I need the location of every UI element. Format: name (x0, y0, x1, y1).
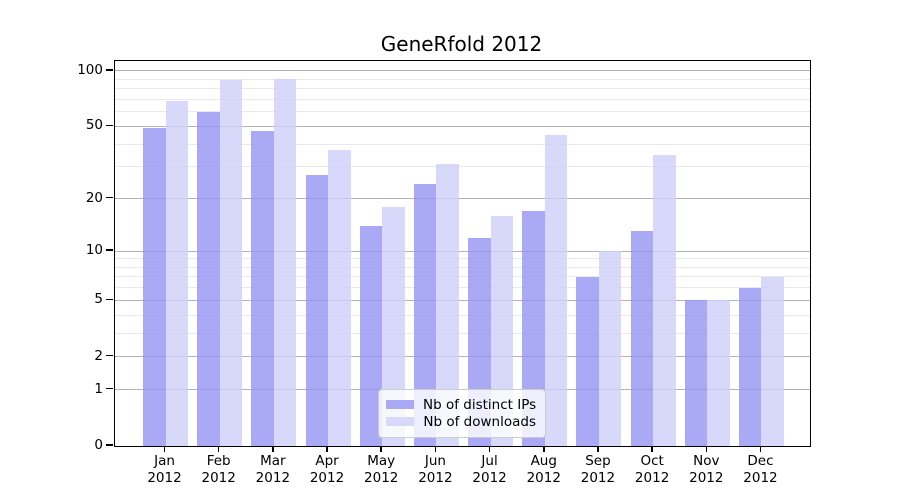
x-tick-label: May 2012 (364, 453, 399, 486)
bar-distinct-ips-mar (251, 131, 274, 446)
legend-label-downloads: Nb of downloads (423, 413, 536, 430)
minor-gridline (115, 111, 810, 113)
y-tick-mark (106, 354, 113, 357)
x-tick-label: Dec 2012 (743, 453, 778, 486)
x-tick-mark (651, 446, 653, 452)
x-tick-label: Aug 2012 (526, 453, 561, 486)
minor-gridline (115, 276, 810, 278)
major-gridline (115, 250, 810, 252)
major-gridline (115, 198, 810, 199)
minor-gridline (115, 143, 810, 145)
major-gridline (115, 125, 810, 127)
y-tick-mark (106, 124, 113, 127)
bar-downloads-jan (165, 100, 188, 446)
bar-distinct-ips-jan (143, 128, 166, 446)
x-tick-label: Oct 2012 (634, 453, 670, 486)
x-tick-mark (543, 446, 545, 452)
x-tick-mark (705, 446, 708, 452)
x-tick-mark (163, 446, 166, 452)
x-tick-mark (326, 446, 328, 452)
x-tick-label: Jan 2012 (147, 453, 182, 486)
minor-gridline (115, 266, 810, 268)
bar-downloads-oct (653, 154, 676, 446)
y-tick-label: 10 (85, 242, 103, 259)
y-tick-label: 100 (77, 61, 103, 78)
major-gridline (115, 70, 810, 72)
bar-downloads-jul (490, 215, 514, 446)
minor-gridline (115, 78, 810, 80)
legend-item-distinct-ips: Nb of distinct IPs (386, 396, 536, 413)
bar-distinct-ips-nov (684, 300, 708, 446)
bar-downloads-mar (273, 79, 297, 446)
x-tick-label: Apr 2012 (309, 453, 345, 486)
minor-gridline (115, 98, 810, 100)
x-tick-mark (434, 446, 437, 452)
legend-label-distinct-ips: Nb of distinct IPs (423, 396, 537, 413)
x-tick-label: Jul 2012 (472, 453, 507, 486)
minor-gridline (115, 332, 810, 334)
x-tick-label: Mar 2012 (255, 453, 291, 486)
bar-distinct-ips-dec (738, 287, 762, 446)
y-tick-mark (106, 249, 113, 251)
bar-downloads-feb (219, 80, 243, 446)
x-tick-label: Feb 2012 (201, 453, 236, 486)
y-tick-label: 20 (85, 189, 103, 206)
x-tick-mark (217, 446, 220, 452)
y-tick-mark (106, 196, 113, 199)
y-tick-mark (106, 387, 113, 390)
minor-gridline (115, 314, 810, 316)
plot-area (114, 60, 811, 447)
bar-distinct-ips-aug (522, 211, 545, 446)
x-tick-mark (597, 446, 599, 452)
minor-gridline (115, 258, 810, 260)
bar-distinct-ips-jun (413, 184, 437, 446)
bar-distinct-ips-oct (630, 231, 654, 446)
bar-downloads-sep (598, 251, 622, 446)
bar-downloads-aug (544, 134, 568, 446)
legend-swatch-downloads (386, 416, 414, 427)
y-tick-label: 50 (85, 117, 103, 134)
y-tick-label: 0 (94, 437, 103, 453)
x-tick-label: Sep 2012 (580, 453, 616, 486)
bar-downloads-jun (436, 164, 459, 446)
minor-gridline (115, 88, 810, 90)
x-tick-mark (272, 446, 274, 452)
x-tick-mark (488, 446, 491, 452)
bar-downloads-dec (761, 276, 784, 446)
major-gridline (115, 299, 810, 301)
major-gridline (115, 356, 810, 358)
y-tick-mark (106, 444, 113, 446)
bar-downloads-nov (707, 300, 730, 446)
y-tick-mark (106, 69, 113, 71)
x-tick-mark (759, 446, 762, 452)
bar-distinct-ips-sep (576, 276, 599, 446)
bar-distinct-ips-feb (197, 111, 220, 446)
minor-gridline (115, 166, 810, 168)
x-tick-mark (380, 446, 382, 452)
bar-downloads-may (382, 206, 405, 446)
bar-distinct-ips-may (359, 225, 383, 446)
x-tick-label: Jun 2012 (418, 453, 453, 486)
y-tick-label: 2 (94, 347, 103, 364)
y-tick-label: 5 (94, 291, 103, 308)
bar-distinct-ips-apr (305, 175, 329, 446)
legend-swatch-distinct-ips (386, 399, 414, 410)
legend-item-downloads: Nb of downloads (386, 413, 536, 430)
chart-title: GeneRfold 2012 (380, 32, 543, 56)
y-tick-label: 1 (94, 380, 103, 397)
legend: Nb of distinct IPs Nb of downloads (378, 389, 546, 438)
x-tick-label: Nov 2012 (689, 453, 724, 486)
y-tick-mark (106, 298, 113, 301)
minor-gridline (115, 287, 810, 289)
bar-downloads-apr (328, 150, 351, 446)
